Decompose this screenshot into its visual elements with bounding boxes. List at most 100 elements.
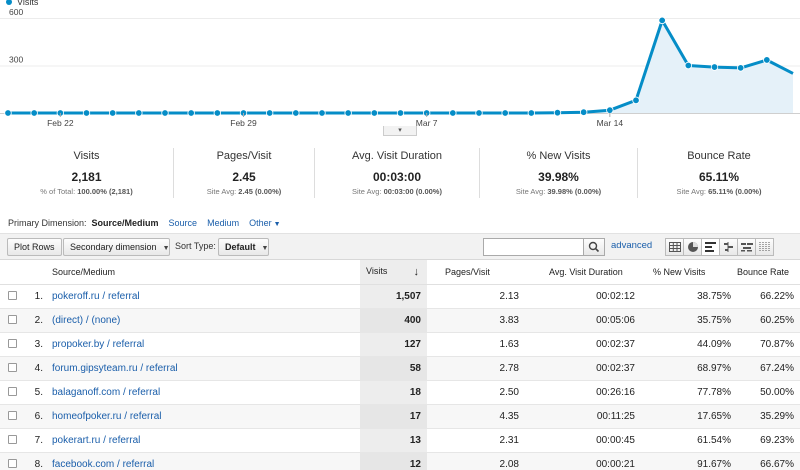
row-visits: 13 [360,427,427,453]
comparison-view-button[interactable] [719,238,738,256]
header-new-visits[interactable]: % New Visits [641,260,737,285]
legend-swatch [6,0,12,5]
scorecard-value: 65.11% [698,170,740,184]
source-medium-link[interactable]: propoker.by / referral [52,338,145,350]
data-point[interactable] [318,109,326,117]
source-medium-link[interactable]: pokerart.ru / referral [52,434,141,446]
data-point[interactable] [632,96,640,105]
source-medium-link[interactable]: facebook.com / referral [52,458,155,470]
search-button[interactable] [584,238,605,256]
row-pages-visit: 2.13 [427,283,525,309]
row-avg-duration: 00:02:12 [525,283,641,309]
row-checkbox[interactable] [8,459,17,469]
row-checkbox[interactable] [8,363,17,373]
source-medium-link[interactable]: forum.gipsyteam.ru / referral [52,362,178,374]
visits-chart: Visits 600 300 Feb 22 Feb 29 Mar 7 Mar 14 ▾ [0,0,800,136]
data-point[interactable] [135,109,143,117]
primary-dimension-bar: Primary Dimension: Source/Medium Source … [8,216,281,230]
advanced-filter-link[interactable]: advanced [611,240,653,251]
table-header-row: Source/Medium Visits ↓ Pages/Visit Avg. V… [0,260,800,285]
data-point[interactable] [187,109,195,117]
header-source-medium[interactable]: Source/Medium [52,260,360,285]
table-view-button[interactable] [665,238,684,256]
row-source-medium: homeofpoker.ru / referral [52,403,360,429]
data-point[interactable] [763,56,771,64]
row-checkbox-cell [0,283,25,309]
chevron-down-icon: ▼ [261,245,269,252]
term-cloud-view-button[interactable] [737,238,756,256]
header-bounce-rate[interactable]: Bounce Rate [737,260,800,285]
data-point[interactable] [265,109,274,117]
row-checkbox[interactable] [8,435,17,445]
data-point[interactable] [449,109,457,117]
performance-view-button[interactable] [701,238,720,256]
data-point[interactable] [292,109,300,117]
data-point[interactable] [4,109,12,117]
row-pages-visit: 2.50 [427,379,525,405]
source-medium-link[interactable]: balaganoff.com / referral [52,386,161,398]
table-row: 3. propoker.by / referral 127 1.63 00:02:37 4… [0,331,800,357]
data-point[interactable] [82,109,91,117]
row-checkbox-cell [0,307,25,333]
data-point[interactable] [396,109,405,117]
y-tick-label: 600 [9,7,23,17]
header-visits[interactable]: Visits ↓ [360,260,427,285]
scorecard-avg-duration: Avg. Visit Duration 00:03:00 Site Avg: 0… [315,148,480,198]
header-checkbox-cell [0,260,25,285]
data-point[interactable] [553,108,562,117]
pie-view-button[interactable] [683,238,702,256]
data-point[interactable] [30,109,38,117]
data-point[interactable] [213,109,222,117]
primary-dimension-current: Source/Medium [91,218,159,228]
plot-rows-button[interactable]: Plot Rows [7,238,62,256]
header-avg-duration[interactable]: Avg. Visit Duration [525,260,641,285]
header-pages-visit[interactable]: Pages/Visit [427,260,525,285]
data-point[interactable] [108,109,117,117]
row-avg-duration: 00:00:45 [525,427,641,453]
y-tick-label: 300 [9,55,23,65]
row-visits: 18 [360,379,427,405]
row-checkbox[interactable] [8,387,17,397]
data-point[interactable] [501,109,509,117]
data-point[interactable] [527,109,536,117]
row-checkbox[interactable] [8,339,17,349]
chevron-down-icon: ▼ [162,245,170,252]
data-point[interactable] [344,109,352,117]
row-bounce-rate: 67.24% [737,355,800,381]
row-pages-visit: 1.63 [427,331,525,357]
chart-collapse-toggle[interactable]: ▾ [383,126,417,136]
row-bounce-rate: 69.23% [737,427,800,453]
data-point[interactable] [710,63,719,71]
row-new-visits: 77.78% [641,379,737,405]
table-row: 7. pokerart.ru / referral 13 2.31 00:00:45 61… [0,427,800,453]
data-point[interactable] [606,106,614,114]
pivot-view-button[interactable] [755,238,774,256]
row-checkbox[interactable] [8,315,17,325]
row-checkbox-cell [0,403,25,429]
row-avg-duration: 00:02:37 [525,355,641,381]
source-medium-link[interactable]: homeofpoker.ru / referral [52,410,162,422]
data-point[interactable] [658,16,666,25]
sort-type-dropdown[interactable]: Default ▼ [218,238,269,256]
scorecard-label: Avg. Visit Duration [351,150,443,162]
legend-label: Visits [17,0,39,7]
data-point[interactable] [475,109,483,117]
row-pages-visit: 2.08 [427,451,525,470]
row-checkbox[interactable] [8,291,17,301]
row-checkbox[interactable] [8,411,17,421]
data-point[interactable] [370,109,379,117]
comparison-icon [723,242,733,252]
data-point[interactable] [579,108,588,116]
primary-dimension-source[interactable]: Source [168,218,198,228]
data-point[interactable] [684,61,693,70]
secondary-dimension-dropdown[interactable]: Secondary dimension ▼ [63,238,170,256]
primary-dimension-other[interactable]: Other ▼ [249,218,281,228]
primary-dimension-medium[interactable]: Medium [207,218,240,228]
source-medium-link[interactable]: (direct) / (none) [52,314,121,326]
table-search-input[interactable] [483,238,584,256]
table-row: 1. pokeroff.ru / referral 1,507 2.13 00:02:1… [0,283,800,309]
data-point[interactable] [736,64,745,72]
data-point[interactable] [161,109,169,117]
source-medium-link[interactable]: pokeroff.ru / referral [52,290,140,302]
row-bounce-rate: 60.25% [737,307,800,333]
